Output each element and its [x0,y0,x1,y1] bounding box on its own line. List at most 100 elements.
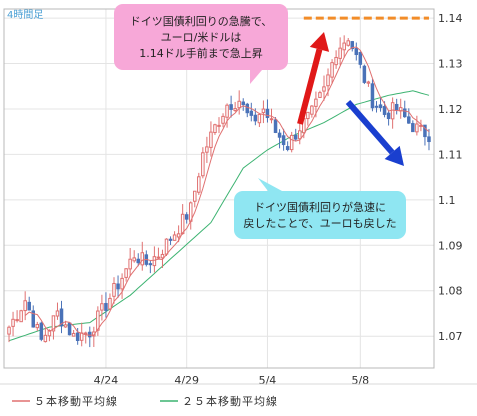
candle-body [346,40,350,46]
candle [310,105,314,118]
candle [394,98,399,115]
candle [19,309,23,323]
candle-body [277,132,282,138]
candle [366,80,371,87]
candle [27,296,31,311]
candle [184,212,189,224]
candle [201,147,205,179]
candle-body [427,136,431,143]
candle [257,112,262,128]
candle-body [172,234,177,241]
candle-body [27,301,31,311]
candle [35,321,40,332]
candle-body [253,114,258,122]
candle [11,311,15,337]
y-tick-label: 1.12 [438,103,463,116]
candle [136,253,140,267]
candle [148,260,153,274]
x-tick-label: 4/29 [174,374,199,387]
candle [249,102,254,122]
candle-body [63,324,68,328]
callout-pink: ドイツ国債利回りの急騰で、ユーロ/米ドルは 1.14ドル手前まで急上昇 [114,4,288,84]
y-tick-label: 1.07 [438,330,463,343]
candle [120,273,124,299]
candle [213,123,217,135]
callout-line: 1.14ドル手前まで急上昇 [139,46,263,60]
candle [172,231,177,241]
candle [71,330,76,337]
candle-body [112,282,116,297]
candle [386,110,391,126]
candle [265,99,270,123]
callout-line: ユーロ/米ドルは [161,31,242,44]
candle [140,241,145,271]
candle-body [257,114,262,124]
candle-body [350,41,355,50]
candle-body [47,330,52,337]
down-arrow-head [384,145,404,166]
callout-tail [258,178,282,191]
candle-body [205,146,209,153]
legend-label: ５本移動平均線 [34,394,118,408]
candle [241,98,245,111]
candle-body [249,110,254,116]
candle [112,277,116,304]
candle-body [180,213,185,235]
candle [221,113,225,128]
up-arrow-head [309,32,330,52]
candle-body [382,106,387,115]
ma25-layer [8,90,430,342]
legend-label: ２５本移動平均線 [182,394,278,408]
candle-body [318,92,322,98]
candle-body [415,123,419,133]
candle-body [390,102,395,120]
period-label: 4時間足 [7,9,43,21]
candle [43,328,48,343]
y-axis-ticks: 1.14 1.13 1.12 1.11 1.1 1.09 1.08 1.07 [438,12,463,343]
candle [427,128,431,151]
candle-body [75,332,80,341]
candle-body [233,108,237,111]
candle-body [298,130,302,140]
candle-body [201,152,205,177]
candle-body [423,124,427,138]
candle-body [354,48,359,56]
candle-body [71,332,76,337]
candle [132,250,136,263]
y-tick-label: 1.09 [438,239,463,252]
candle [289,131,294,153]
callout-box [234,191,406,239]
candle [378,97,383,112]
candle-body [322,86,326,92]
candle-body [330,62,334,78]
candle-body [285,146,290,151]
candle-body [273,119,278,133]
candle-body [59,308,64,327]
candle [407,108,411,124]
candle [152,246,157,273]
candle-body [148,263,153,266]
candle-body [362,65,367,83]
candle-body [289,134,294,151]
candle [128,247,132,277]
candle-body [184,214,189,220]
candle [273,117,278,134]
candle [88,326,92,348]
candle-body [386,112,391,120]
candle-body [338,47,342,59]
candle-body [403,108,407,118]
candle-body [358,52,363,65]
candle-body [229,104,233,110]
candle [55,302,60,320]
candle-body [7,326,11,335]
callout-layer: ドイツ国債利回りの急騰で、ユーロ/米ドルは 1.14ドル手前まで急上昇ドイツ国債利… [114,4,406,239]
candle-body [245,103,250,114]
candle-body [152,256,157,267]
candle-body [241,101,245,106]
candle-body [176,233,181,238]
up-arrow-shaft [297,48,323,125]
candle [245,102,250,118]
candle-body [88,331,92,338]
